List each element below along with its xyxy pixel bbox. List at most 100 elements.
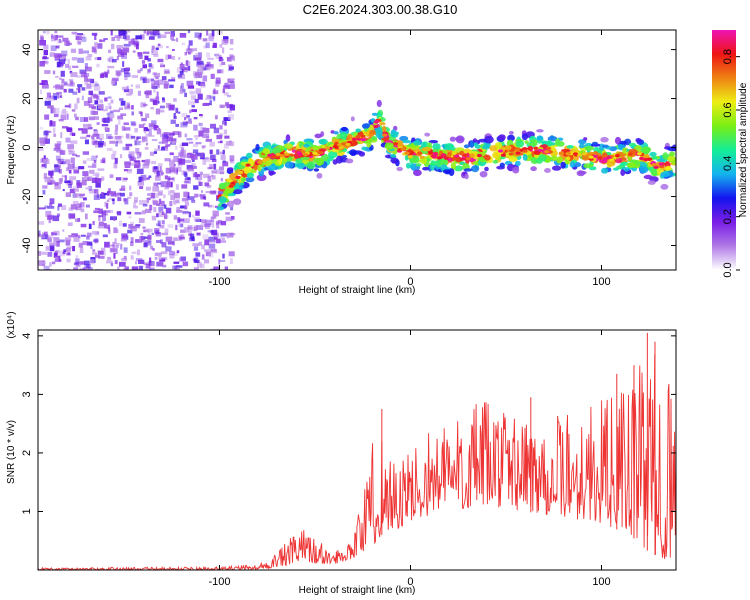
heatmap-cell (195, 175, 198, 180)
heatmap-cell (176, 266, 180, 270)
heatmap-cell (191, 236, 195, 241)
heatmap-cell (621, 157, 627, 161)
heatmap-cell (160, 256, 168, 261)
heatmap-cell (142, 78, 147, 84)
heatmap-cell (62, 37, 69, 42)
heatmap-cell (193, 258, 197, 263)
heatmap-cell (182, 66, 188, 73)
heatmap-cell (187, 168, 194, 172)
heatmap-cell (215, 238, 221, 244)
heatmap-cell (62, 251, 66, 255)
heatmap-cell (136, 153, 140, 159)
heatmap-cell (75, 35, 82, 41)
heatmap-cell (164, 158, 171, 162)
heatmap-cell (229, 104, 235, 111)
heatmap-cell (246, 152, 253, 159)
heatmap-cell (147, 240, 151, 244)
heatmap-cell (202, 146, 205, 150)
heatmap-cell (158, 127, 161, 131)
heatmap-cell (217, 190, 225, 197)
heatmap-cell (358, 151, 366, 157)
heatmap-cell (184, 92, 187, 97)
heatmap-cell (53, 127, 56, 134)
heatmap-cell (115, 245, 119, 248)
heatmap-cell (107, 102, 111, 106)
heatmap-cell (46, 30, 50, 35)
heatmap-cell (172, 49, 175, 51)
heatmap-cell (138, 53, 143, 59)
heatmap-cell (224, 135, 230, 139)
heatmap-cell (149, 257, 152, 263)
colorbar-tick-label: 0.8 (722, 49, 734, 64)
heatmap-cell (81, 234, 86, 237)
heatmap-cell (71, 109, 76, 112)
heatmap-cell (200, 114, 204, 118)
spectrogram-frame (37, 29, 677, 271)
heatmap-cell (69, 188, 76, 194)
heatmap-cell (157, 58, 164, 63)
heatmap-cell (50, 174, 53, 178)
heatmap-cell (188, 237, 195, 242)
heatmap-cell (173, 192, 180, 199)
heatmap-cell (156, 170, 161, 177)
heatmap-cell (52, 70, 56, 75)
heatmap-cell (107, 58, 110, 62)
heatmap-cell (187, 85, 195, 89)
heatmap-cell (152, 248, 155, 251)
heatmap-cell (78, 242, 83, 248)
heatmap-cell (97, 168, 105, 171)
heatmap-cell (138, 265, 143, 270)
heatmap-cell (204, 97, 210, 101)
heatmap-cell (179, 257, 185, 262)
heatmap-cell (225, 102, 229, 107)
heatmap-cell (141, 210, 146, 215)
heatmap-cell (108, 188, 111, 193)
heatmap-cell (315, 157, 325, 166)
heatmap-cell (160, 34, 167, 38)
heatmap-cell (134, 164, 140, 169)
heatmap-cell (431, 154, 437, 158)
heatmap-cell (86, 78, 91, 82)
heatmap-cell (175, 224, 178, 231)
heatmap-cell (84, 267, 89, 270)
heatmap-cell (484, 166, 489, 172)
heatmap-cell (316, 172, 323, 179)
heatmap-cell (598, 159, 608, 164)
heatmap-cell (175, 171, 178, 175)
heatmap-cell (43, 140, 48, 144)
heatmap-cell (57, 159, 62, 163)
heatmap-cell (130, 157, 137, 162)
heatmap-cell (163, 83, 169, 89)
heatmap-cell (345, 142, 351, 147)
heatmap-cell (54, 55, 61, 61)
heatmap-cell (65, 64, 69, 68)
heatmap-cell (94, 207, 100, 210)
heatmap-cell (59, 95, 63, 98)
heatmap-cell (155, 108, 161, 115)
heatmap-cell (85, 213, 88, 220)
heatmap-cell (48, 170, 54, 176)
heatmap-cell (198, 130, 204, 137)
heatmap-cell (140, 232, 144, 236)
heatmap-cell (536, 129, 544, 133)
y-tick-label: 1 (21, 508, 33, 514)
heatmap-cell (135, 35, 142, 40)
heatmap-cell (211, 221, 215, 228)
heatmap-cell (98, 215, 104, 218)
heatmap-cell (116, 36, 120, 41)
heatmap-cell (135, 161, 139, 166)
heatmap-cell (165, 144, 171, 147)
heatmap-cell (112, 241, 116, 248)
heatmap-cell (133, 202, 136, 207)
heatmap-cell (222, 47, 225, 54)
heatmap-cell (119, 261, 126, 267)
heatmap-cell (134, 197, 139, 203)
heatmap-cell (49, 121, 56, 127)
heatmap-cell (103, 213, 108, 216)
heatmap-cell (130, 135, 136, 139)
heatmap-cell (136, 168, 144, 174)
heatmap-cell (106, 112, 112, 116)
heatmap-cell (49, 198, 55, 204)
heatmap-cell (169, 84, 174, 89)
heatmap-cell (169, 163, 174, 170)
